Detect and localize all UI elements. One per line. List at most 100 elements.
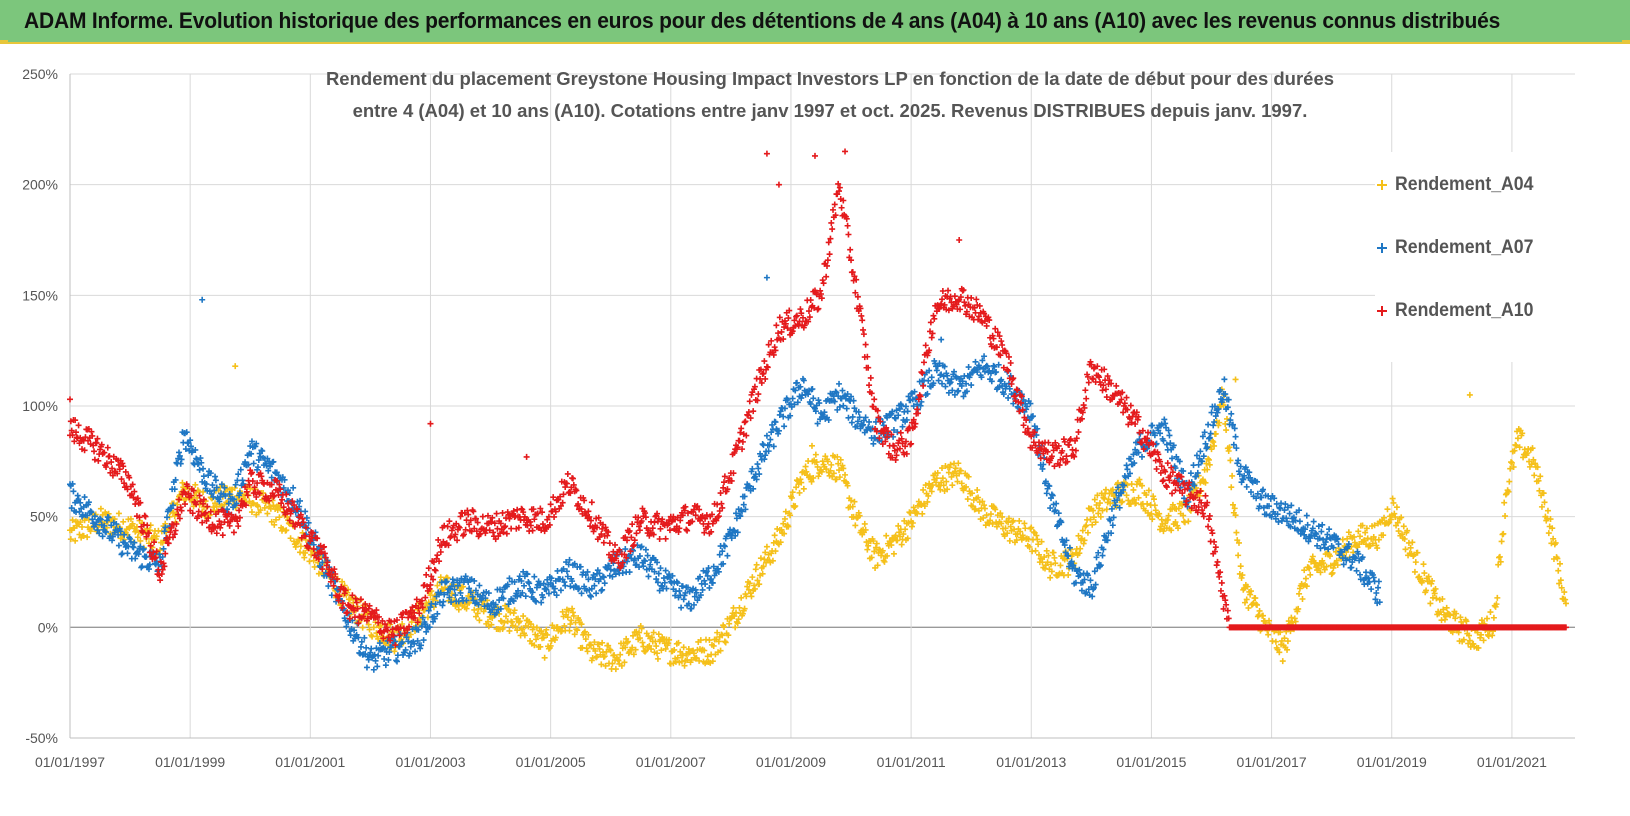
data-point-a04 (981, 502, 988, 509)
data-point-a04 (1223, 427, 1230, 434)
data-point-a04 (615, 657, 622, 664)
data-point-a04 (662, 645, 669, 652)
data-point-a04 (1423, 587, 1430, 594)
data-point-a04 (1244, 583, 1251, 590)
data-point-a04 (537, 643, 544, 650)
data-point-a04 (1136, 476, 1143, 483)
data-point-a04 (1371, 522, 1378, 529)
data-point-a04 (593, 653, 600, 660)
data-point-a04 (1081, 537, 1088, 544)
data-point-a04 (842, 471, 849, 478)
data-point-a07 (678, 604, 685, 611)
data-point-a10 (1199, 510, 1206, 517)
data-point-a10 (830, 206, 837, 213)
data-point-a04 (509, 618, 516, 625)
data-point-a04 (1384, 506, 1391, 513)
data-point-a04 (1168, 527, 1175, 534)
data-point-a04 (1216, 419, 1223, 426)
data-point-a04 (892, 532, 899, 539)
data-point-a04 (471, 606, 478, 613)
data-point-a04 (1502, 513, 1509, 520)
data-point-a04 (618, 662, 625, 669)
data-point-a04 (544, 631, 551, 638)
data-point-a07 (119, 550, 126, 557)
data-point-a04 (231, 485, 238, 492)
data-point-a04 (908, 523, 915, 530)
data-point-a10 (600, 539, 607, 546)
data-point-a04 (939, 465, 946, 472)
data-point-a04 (808, 478, 815, 485)
data-point-a04 (624, 639, 631, 646)
data-point-a07 (1166, 432, 1173, 439)
data-point-a10 (755, 391, 762, 398)
data-point-a04 (894, 537, 901, 544)
data-point-a07 (74, 492, 81, 499)
data-point-a10 (569, 475, 576, 482)
data-point-a04 (788, 494, 795, 501)
data-point-a04 (1545, 530, 1552, 537)
data-point-a04 (1095, 510, 1102, 517)
data-point-a04 (806, 473, 813, 480)
data-point-a04 (823, 466, 830, 473)
data-point-a04 (1227, 457, 1234, 464)
data-point-a04 (602, 662, 609, 669)
data-point-a04 (271, 521, 278, 528)
data-point-a04 (1226, 444, 1233, 451)
data-point-a04 (506, 627, 513, 634)
data-point-a10 (1164, 460, 1171, 467)
data-point-a04 (921, 503, 928, 510)
data-point-a07 (767, 436, 774, 443)
data-point-a04 (1172, 519, 1179, 526)
data-point-a10 (1163, 484, 1170, 491)
data-point-a07 (577, 563, 584, 570)
data-point-a04 (678, 658, 685, 665)
data-point-a04 (1212, 430, 1219, 437)
data-point-a04 (79, 523, 86, 530)
data-point-a04 (1013, 537, 1020, 544)
data-point-a04 (1460, 636, 1467, 643)
data-point-a04 (1077, 545, 1084, 552)
data-point-a04 (1105, 496, 1112, 503)
data-point-a04 (1010, 517, 1017, 524)
data-point-a04 (1284, 646, 1291, 653)
data-point-a04 (1531, 472, 1538, 479)
data-point-a04 (792, 503, 799, 510)
data-point-a10 (815, 305, 822, 312)
data-point-a04 (370, 624, 377, 631)
data-point-a07 (1123, 462, 1130, 469)
data-point-a04 (947, 461, 954, 468)
data-point-a04 (951, 468, 958, 475)
data-point-a04 (754, 577, 761, 584)
data-point-a04 (1457, 614, 1464, 621)
data-point-a07 (836, 380, 843, 387)
data-point-a04 (1080, 540, 1087, 547)
data-point-a10 (826, 251, 833, 258)
data-point-a10 (1209, 530, 1216, 537)
data-point-a04 (914, 510, 921, 517)
data-point-a04 (1276, 649, 1283, 656)
data-point-a04 (717, 647, 724, 654)
data-point-a04 (1091, 496, 1098, 503)
data-point-a04 (890, 550, 897, 557)
data-point-a04 (844, 482, 851, 489)
data-point-a04 (714, 629, 721, 636)
data-point-a04 (1334, 562, 1341, 569)
data-point-a04 (636, 635, 643, 642)
data-point-a04 (793, 484, 800, 491)
data-point-a10 (862, 341, 869, 348)
data-point-a04 (1144, 500, 1151, 507)
data-point-a04 (1206, 461, 1213, 468)
data-point-a04 (1034, 536, 1041, 543)
data-point-a04 (488, 621, 495, 628)
data-point-a04 (769, 557, 776, 564)
data-point-a04 (638, 625, 645, 632)
y-tick-label: 50% (30, 509, 58, 525)
data-point-a10 (547, 501, 554, 508)
data-point-a04 (1306, 565, 1313, 572)
data-point-a04 (710, 642, 717, 649)
data-point-a07 (412, 648, 419, 655)
data-point-a04 (1387, 516, 1394, 523)
data-point-a04 (833, 476, 840, 483)
data-point-a04 (1009, 518, 1016, 525)
data-point-a04 (1027, 525, 1034, 532)
